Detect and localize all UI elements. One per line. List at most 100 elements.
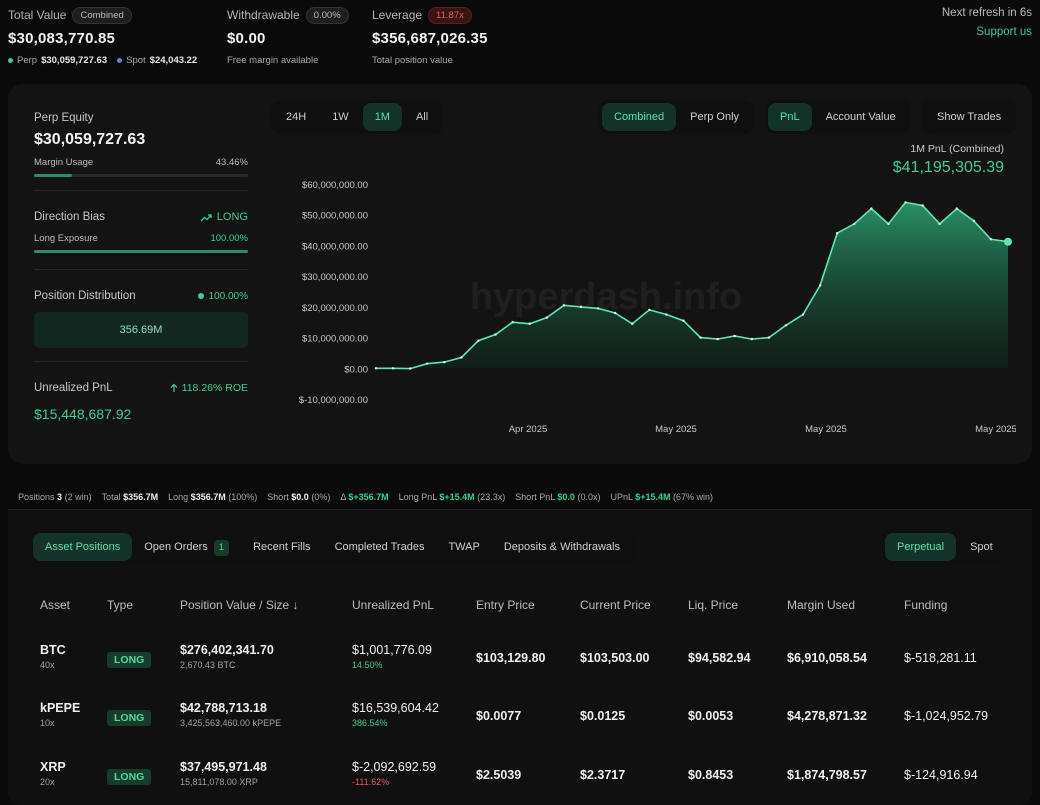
open-orders-count: 1	[213, 540, 230, 556]
data-point	[921, 204, 924, 207]
data-point	[750, 337, 753, 341]
data-point	[835, 231, 839, 235]
perp-value: $30,059,727.63	[41, 55, 108, 66]
leverage-pill: 11.87x	[428, 6, 472, 24]
direction-bias-block: Direction Bias LONG Long Exposure 100.00…	[34, 191, 248, 270]
funding-cell: $-518,281.11	[904, 651, 977, 665]
range-tab-24h[interactable]: 24H	[286, 111, 307, 123]
data-point	[887, 222, 890, 226]
tab-completed-trades[interactable]: Completed Trades	[334, 541, 425, 553]
liq-price-cell: $94,582.94	[688, 651, 751, 665]
leverage-value: $356,687,026.35	[372, 30, 488, 47]
range-tab-1w[interactable]: 1W	[332, 111, 349, 123]
long-exposure-bar	[34, 250, 248, 253]
funding-cell: $-1,024,952.79	[904, 709, 989, 723]
tab-asset-positions[interactable]: Asset Positions	[33, 533, 133, 561]
pnl-chart[interactable]: hyperdash.info $60,000,000.00$50,000,000…	[276, 174, 1016, 444]
mode-tab-perp-only[interactable]: Perp Only	[690, 111, 740, 123]
spot-value: $24,043.22	[149, 55, 198, 66]
pnl-period-label: 1M PnL (Combined)	[910, 143, 1004, 155]
margin-used-cell: $6,910,058.54	[787, 651, 867, 665]
data-point	[682, 319, 685, 322]
refresh-timer: Next refresh in 6s	[941, 7, 1032, 19]
tab-open-orders[interactable]: Open Orders 1	[132, 533, 241, 561]
data-point	[801, 313, 805, 316]
range-tab-1m[interactable]: 1M	[362, 103, 402, 131]
positions-table: Asset Positions Open Orders 1 Recent Fills C…	[8, 510, 1032, 805]
current-price-cell: $103,503.00	[580, 651, 650, 665]
short-label: Short	[267, 491, 289, 502]
market-tab-perpetual[interactable]: Perpetual	[885, 533, 957, 561]
unrealized-pnl-cell: $-2,092,692.59 -111.62%	[352, 760, 437, 787]
leverage-sub: Total position value	[372, 55, 453, 66]
overview-panel: Perp Equity $30,059,727.63 Margin Usage …	[8, 84, 1032, 464]
pnl-points	[374, 201, 1012, 370]
data-point	[391, 367, 395, 370]
x-tick-label: May 2025	[975, 424, 1016, 435]
perp-dot-icon	[8, 58, 13, 63]
arrow-up-icon	[170, 383, 178, 392]
long-badge: LONG	[107, 652, 152, 668]
long-exposure-label: Long Exposure	[34, 233, 98, 244]
long-badge: LONG	[107, 710, 152, 726]
range-tab-all[interactable]: All	[415, 111, 429, 123]
support-link[interactable]: Support us	[976, 26, 1032, 38]
data-point	[818, 284, 822, 287]
margin-usage-fill	[34, 174, 72, 177]
direction-bias-label: Direction Bias	[34, 211, 105, 223]
latest-point[interactable]	[1004, 237, 1012, 246]
leverage-stat: Leverage 11.87x $356,687,026.35 Total pos…	[372, 6, 488, 66]
y-tick-label: $0.00	[344, 364, 368, 375]
positions-label: Positions	[18, 491, 55, 502]
total-value: $356.7M	[123, 491, 159, 502]
current-price-cell: $0.0125	[580, 709, 626, 723]
long-label: Long	[168, 491, 189, 502]
column-header-liq-price: Liq. Price	[688, 598, 739, 612]
data-point	[579, 305, 583, 309]
account-summary: Total Value Combined $30,083,770.85 Perp …	[0, 0, 1040, 80]
roe-value: 118.26% ROE	[181, 382, 248, 394]
column-header-position-value-size[interactable]: Position Value / Size ↓	[180, 598, 299, 612]
withdrawable-sub: Free margin available	[227, 55, 319, 66]
pnl-line	[376, 201, 1009, 370]
distribution-bar[interactable]: 356.69M	[34, 312, 248, 348]
mode-tab-combined[interactable]: Combined	[602, 103, 677, 131]
metric-tab-account-value[interactable]: Account Value	[825, 111, 896, 123]
trend-up-icon	[200, 213, 212, 221]
pnl-area	[376, 202, 1008, 369]
tab-twap[interactable]: TWAP	[448, 541, 480, 553]
combined-pill[interactable]: Combined	[72, 6, 132, 24]
current-price-cell: $2.3717	[580, 768, 626, 782]
perp-equity-value: $30,059,727.63	[34, 131, 146, 148]
unrealized-pnl-cell: $1,001,776.09 14.50%	[352, 643, 432, 670]
data-point	[648, 308, 651, 312]
short-pct: (0%)	[311, 491, 331, 502]
liq-price-cell: $0.8453	[688, 768, 734, 782]
data-point	[665, 313, 668, 316]
metric-tab-pnl[interactable]: PnL	[768, 103, 812, 131]
data-point	[426, 362, 429, 365]
upnl-win: (67% win)	[672, 491, 713, 502]
data-point	[511, 321, 514, 324]
total-value-stat: Total Value Combined $30,083,770.85 Perp …	[8, 6, 197, 66]
margin-used-cell: $4,278,871.32	[787, 709, 867, 723]
upnl-value: $+15.4M	[635, 491, 671, 502]
show-trades-button[interactable]: Show Trades	[937, 111, 1002, 123]
liq-price-cell: $0.0053	[688, 709, 734, 723]
y-tick-label: $-10,000,000.00	[299, 395, 368, 406]
column-header-type: Type	[107, 598, 134, 612]
data-point	[716, 337, 719, 341]
metric-tabs: PnL Account Value	[765, 100, 911, 134]
data-point	[631, 322, 634, 325]
tab-deposits-withdrawals[interactable]: Deposits & Withdrawals	[503, 541, 620, 553]
tab-recent-fills[interactable]: Recent Fills	[253, 541, 311, 553]
unrealized-pnl-label: Unrealized PnL	[34, 382, 113, 394]
data-point	[904, 201, 907, 204]
data-point	[699, 336, 702, 339]
pnl-period-value: $41,195,305.39	[892, 159, 1004, 176]
market-tab-spot[interactable]: Spot	[970, 541, 993, 553]
asset-cell: XRP 20x	[40, 760, 66, 787]
perp-label: Perp	[17, 55, 38, 66]
long-badge: LONG	[107, 769, 152, 785]
spot-label: Spot	[126, 55, 146, 66]
